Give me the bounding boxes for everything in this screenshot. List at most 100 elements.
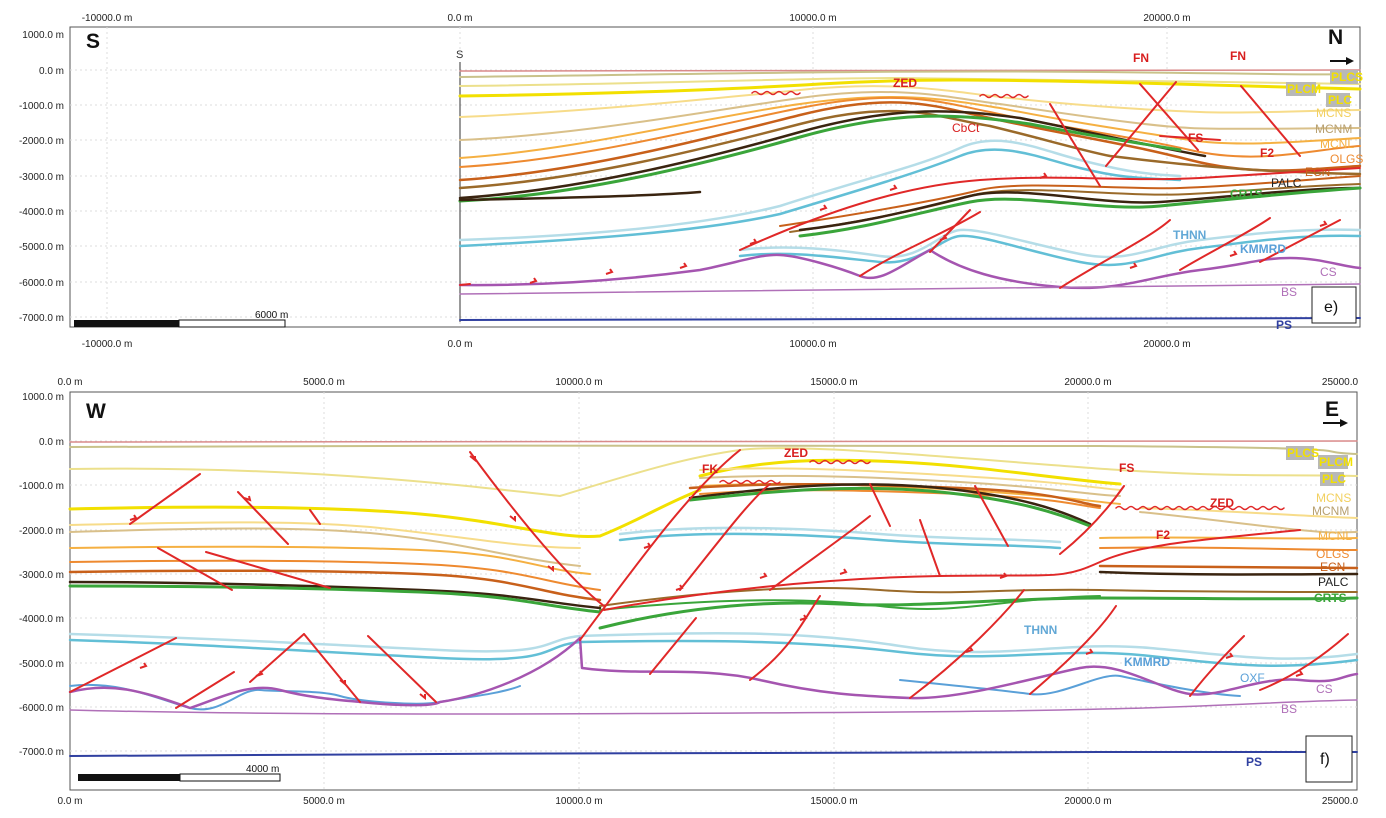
tick-label: -7000.0 m (19, 747, 64, 758)
fault (157, 547, 233, 591)
fault (469, 451, 605, 607)
scale-label: 4000 m (246, 764, 279, 775)
label-kmmrd: KMMRD (1240, 242, 1286, 256)
label-box (1286, 82, 1316, 96)
direction-arrow-icon (1323, 419, 1348, 427)
fault-arrows-f (129, 455, 1304, 701)
panel-e-horizons (458, 69, 1362, 321)
fault (1105, 81, 1177, 167)
label-f2: F2 (1260, 146, 1274, 160)
tick-label: 20000.0 m (1064, 796, 1111, 807)
panel-f: 0.0 m 5000.0 m 10000.0 m 15000.0 m 20000… (19, 377, 1359, 807)
tick-label: -5000.0 m (19, 659, 64, 670)
horizon-salt (458, 248, 1362, 290)
horizon-topography (69, 440, 1358, 443)
horizon-mcnm (459, 91, 1361, 141)
tick-label: 25000.0 (1322, 796, 1359, 807)
fault (1139, 83, 1199, 151)
fault (237, 491, 289, 545)
scale-bar: 4000 m (78, 764, 281, 782)
horizon-crts (458, 114, 1182, 203)
fault-arrow-icon (469, 455, 476, 463)
tick-label: -4000.0 m (19, 207, 64, 218)
label-plc: PLC (1328, 93, 1352, 107)
horizon-bs (69, 699, 1358, 715)
label-plc: PLC (1322, 472, 1346, 486)
label-ecn: ECN (1305, 165, 1330, 179)
tick-label: 20000.0 m (1143, 339, 1190, 350)
fault (129, 473, 201, 525)
tick-label: 10000.0 m (789, 13, 836, 24)
tick-label: 0.0 m (57, 377, 82, 388)
fault (459, 283, 471, 286)
scale-label: 6000 m (255, 310, 288, 321)
label-fn: FN (1230, 49, 1246, 63)
fault-arrow-icon (939, 234, 948, 241)
panel-label: e) (1324, 299, 1338, 316)
scale-bar: 6000 m (74, 310, 288, 328)
fault-arrow-icon (1039, 172, 1048, 179)
label-plcs: PLCS (1331, 70, 1363, 84)
tick-label: 5000.0 m (303, 796, 345, 807)
horizon-topography (459, 69, 1361, 72)
fault-arrow-icon (509, 515, 516, 523)
fault-arrow-icon (819, 204, 828, 211)
horizon-crts (68, 486, 1359, 630)
fault-arrow-icon (1225, 652, 1234, 659)
fault (579, 449, 741, 641)
zed-unconformity (719, 459, 1285, 511)
horizon-plcs (69, 444, 1358, 455)
label-f2: F2 (1156, 528, 1170, 542)
fault (929, 209, 971, 253)
label-mcns: MCNS (1316, 106, 1351, 120)
horizon-ecn-lower (779, 175, 1361, 227)
orientation-left: S (86, 30, 100, 53)
horizon-brown-mid (599, 586, 1358, 607)
label-mcnl: MCNL (1318, 529, 1352, 543)
fault-arrow-icon (749, 238, 758, 245)
horizon-mcnl (459, 96, 1361, 159)
fault (769, 515, 871, 591)
fault-arrow-icon (679, 262, 688, 269)
fault-arrow-icon (799, 614, 808, 621)
horizon-mcnm (69, 474, 1358, 567)
horizon-thnn (68, 638, 1359, 668)
fault-arrow-icon (1229, 250, 1238, 257)
tick-label: -1000.0 m (19, 481, 64, 492)
fault-arrow-icon (529, 277, 538, 284)
tick-label: -6000.0 m (19, 278, 64, 289)
horizon-thnn-light-lower (738, 228, 1362, 259)
label-cbct: CbCt (952, 121, 980, 135)
label-box (1286, 446, 1314, 460)
fault-arrow-icon (243, 495, 252, 502)
panel-e-faults (459, 81, 1361, 289)
tick-label: 15000.0 m (810, 796, 857, 807)
label-fk: FK (702, 462, 718, 476)
panel-f-grid (70, 392, 1357, 790)
label-olgs: OLGS (1330, 152, 1363, 166)
panel-f-labels: FK ZED FS ZED F2 PLCS PLCM PLC MCNS MCNM… (702, 446, 1353, 769)
label-cs: CS (1316, 682, 1333, 696)
horizon-crts-mid (599, 595, 1101, 611)
label-kmmrd: KMMRD (1124, 655, 1170, 669)
label-box (1320, 472, 1344, 486)
tick-label: -4000.0 m (19, 614, 64, 625)
fault (309, 509, 321, 525)
label-plcs: PLCS (1287, 446, 1319, 460)
tick-label: 25000.0 (1322, 377, 1359, 388)
label-thnn: THNN (1024, 623, 1057, 637)
panel-e-labels: ZED CbCt FN FN FS F2 PLCS PLCM PLC MCNS … (893, 49, 1363, 332)
tick-label: -6000.0 m (19, 703, 64, 714)
fault-arrow-icon (999, 572, 1008, 579)
horizon-thnn-mid (618, 532, 1062, 550)
label-zed: ZED (784, 446, 808, 460)
tick-label: 0.0 m (57, 796, 82, 807)
fault (1159, 135, 1221, 141)
label-crts: CRTS (1230, 187, 1263, 201)
horizon-salt (68, 636, 1359, 710)
fault (909, 589, 1025, 699)
tick-label: -3000.0 m (19, 172, 64, 183)
horizon-thnn-mid-light (618, 526, 1062, 544)
fault-arrow-icon (1295, 670, 1304, 677)
label-olgs: OLGS (1316, 547, 1349, 561)
